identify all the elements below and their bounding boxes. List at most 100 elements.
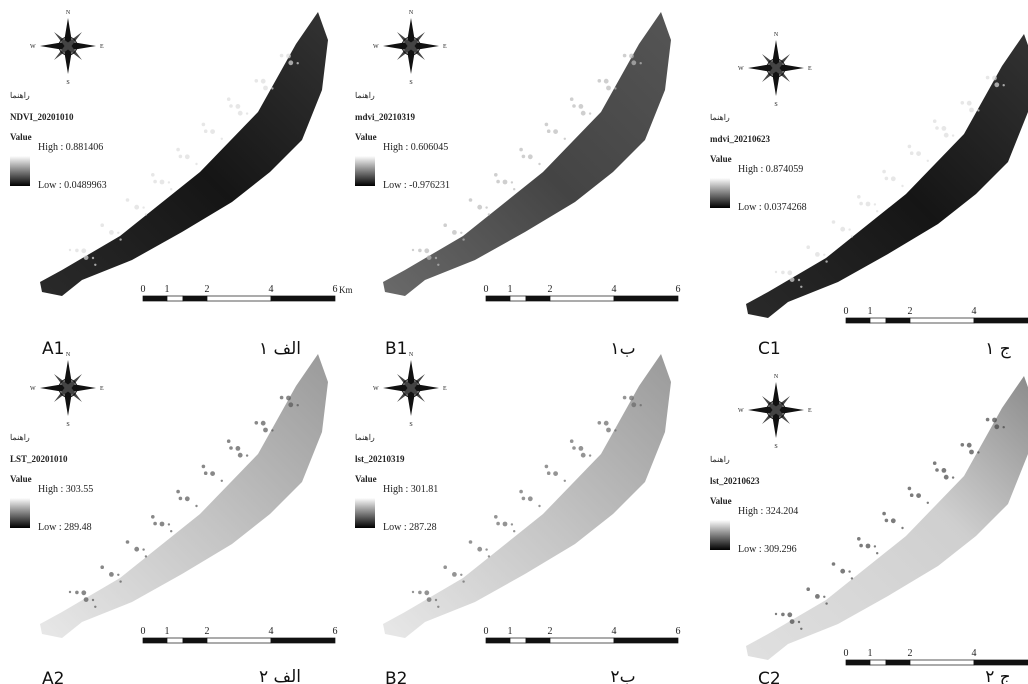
map-speck [297, 404, 299, 406]
layer-name: mdvi_20210623 [710, 134, 771, 144]
map-speck [629, 396, 634, 401]
map-speck [572, 104, 576, 108]
map-speck [933, 461, 937, 465]
map-area [40, 354, 328, 638]
scale-segment [614, 638, 678, 643]
map-speck [935, 126, 939, 130]
scale-label: 2 [205, 626, 210, 637]
map-speck [553, 471, 558, 476]
scale-segment [167, 296, 183, 301]
map-speck [623, 54, 627, 58]
value-title: Value [10, 474, 32, 484]
map-speck [823, 254, 825, 256]
map-speck [564, 480, 566, 482]
map-speck [424, 248, 429, 253]
map-speck [254, 79, 258, 83]
map-speck [581, 111, 586, 116]
map-panel: NSEWراهنماmdvi_20210319ValueHigh : 0.606… [355, 10, 681, 359]
legend-title: راهنما [10, 433, 30, 442]
scale-segment [870, 318, 886, 323]
map-speck [195, 163, 197, 165]
map-speck [75, 249, 79, 253]
scale-label: 4 [269, 626, 274, 637]
value-title: Value [710, 154, 732, 164]
scale-label: 0 [141, 284, 146, 295]
map-speck [280, 396, 284, 400]
legend-title: راهنما [710, 113, 730, 122]
scale-label: 6 [676, 284, 681, 295]
map-speck [952, 476, 954, 478]
map-speck [787, 270, 792, 275]
map-speck [623, 396, 627, 400]
map-speck [781, 613, 785, 617]
compass-w: W [738, 66, 744, 72]
map-speck [823, 596, 825, 598]
map-speck [227, 439, 231, 443]
panel-label-fa: الف ۲ [259, 667, 301, 684]
map-speck [176, 490, 180, 494]
map-speck [927, 502, 929, 504]
map-speck [994, 82, 999, 87]
map-speck [153, 180, 157, 184]
map-speck [142, 206, 144, 208]
map-speck [84, 255, 89, 260]
scale-label: 1 [868, 648, 873, 659]
map-speck [496, 522, 500, 526]
map-speck [81, 590, 86, 595]
map-speck [513, 530, 515, 532]
low-label: Low : 0.0374268 [738, 202, 807, 213]
compass-n: N [66, 352, 71, 358]
map-area [746, 376, 1028, 660]
map-speck [427, 255, 432, 260]
map-speck [462, 580, 464, 582]
scale-label: 4 [972, 648, 977, 659]
scale-segment [846, 318, 870, 323]
compass-e: E [443, 386, 447, 392]
map-speck [176, 148, 180, 152]
map-speck [825, 602, 827, 604]
compass-e: E [808, 408, 812, 414]
map-speck [503, 180, 508, 185]
map-speck [142, 548, 144, 550]
scale-label: 1 [508, 626, 513, 637]
compass-w: W [373, 44, 379, 50]
map-speck [840, 569, 845, 574]
map-speck [857, 537, 861, 541]
map-speck [882, 170, 886, 174]
legend-ramp [710, 178, 730, 208]
map-speck [460, 574, 462, 576]
map-speck [229, 104, 233, 108]
map-speck [606, 428, 611, 433]
map-speck [435, 599, 437, 601]
layer-name: NDVI_20201010 [10, 112, 74, 122]
map-speck [992, 76, 997, 81]
map-speck [598, 421, 602, 425]
map-speck [787, 612, 792, 617]
map-speck [288, 402, 293, 407]
map-speck [469, 198, 473, 202]
map-speck [579, 104, 584, 109]
scale-label: 2 [908, 306, 913, 317]
map-speck [935, 468, 939, 472]
compass-e: E [100, 44, 104, 50]
map-speck [800, 628, 802, 630]
compass-n: N [774, 374, 779, 380]
map-speck [511, 181, 513, 183]
map-speck [916, 493, 921, 498]
map-speck [92, 599, 94, 601]
map-speck [944, 133, 949, 138]
map-speck [145, 213, 147, 215]
map-speck [238, 111, 243, 116]
scale-segment [167, 638, 183, 643]
map-speck [437, 606, 439, 608]
map-speck [553, 129, 558, 134]
map-speck [94, 606, 96, 608]
low-label: Low : 0.0489963 [38, 180, 107, 191]
compass-n: N [774, 32, 779, 38]
map-speck [589, 112, 591, 114]
map-speck [545, 123, 549, 127]
map-speck [254, 421, 258, 425]
map-speck [503, 522, 508, 527]
compass-w: W [373, 386, 379, 392]
map-speck [538, 163, 540, 165]
